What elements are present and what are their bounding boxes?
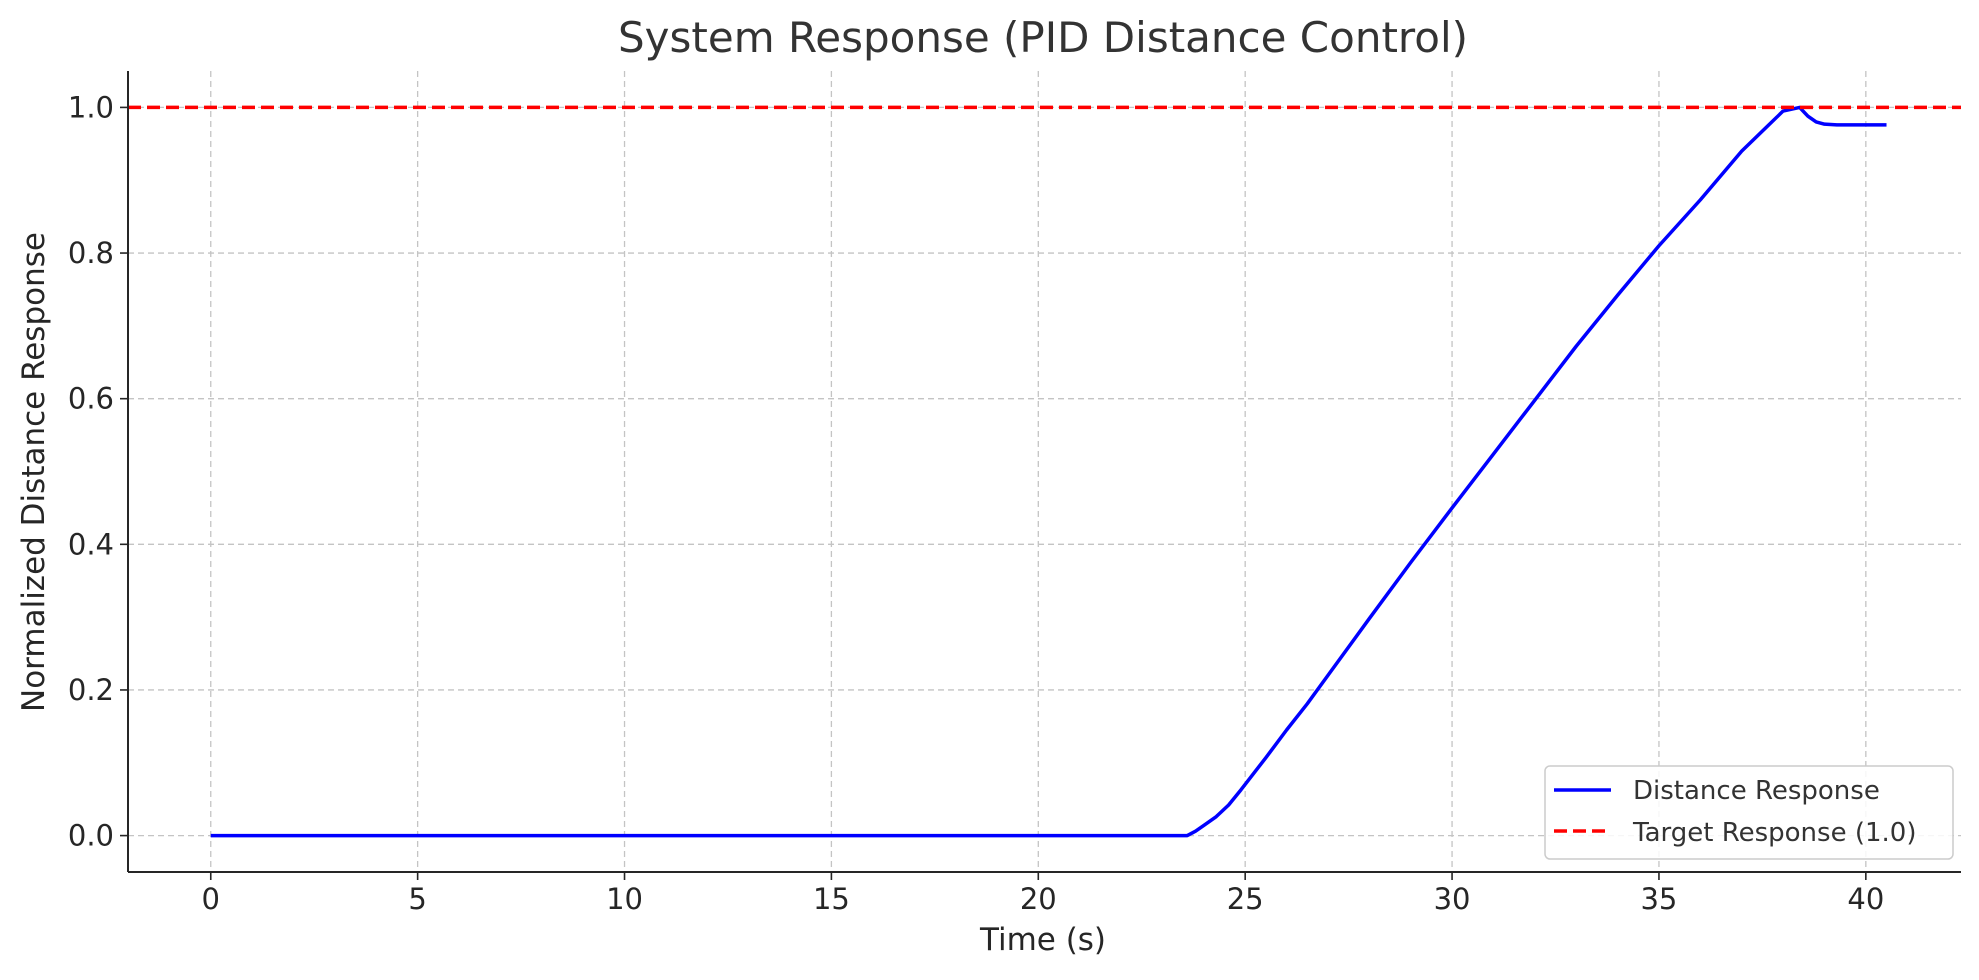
y-axis-label: Normalized Distance Response bbox=[16, 232, 52, 712]
x-tick-label: 30 bbox=[1434, 882, 1471, 916]
plot-area bbox=[128, 105, 1961, 838]
legend-label-target-response: Target Response (1.0) bbox=[1632, 818, 1916, 848]
x-tick-label: 10 bbox=[606, 882, 643, 916]
grid bbox=[128, 71, 1961, 872]
x-tick-label: 15 bbox=[813, 882, 850, 916]
y-tick-label: 0.4 bbox=[68, 527, 114, 561]
x-tick-label: 35 bbox=[1640, 882, 1677, 916]
series-line-distance-response bbox=[210, 105, 1887, 838]
axes bbox=[127, 71, 1961, 873]
x-tick-label: 25 bbox=[1227, 882, 1264, 916]
x-tick-label: 0 bbox=[202, 882, 220, 916]
x-tick-label: 40 bbox=[1847, 882, 1884, 916]
y-tick-label: 0.8 bbox=[68, 236, 114, 270]
ticks: 0 5 10 15 20 25 30 35 40 0.0 0.2 0.4 0.6 0.8 1.0 bbox=[68, 90, 1884, 916]
legend-label-distance-response: Distance Response bbox=[1633, 776, 1880, 806]
legend-box bbox=[1544, 765, 1954, 860]
x-tick-label: 5 bbox=[408, 882, 426, 916]
x-axis-label: Time (s) bbox=[979, 922, 1106, 958]
chart-title: System Response (PID Distance Control) bbox=[618, 13, 1468, 62]
legend: Distance Response Target Response (1.0) bbox=[1544, 765, 1954, 860]
y-tick-label: 0.2 bbox=[68, 673, 114, 707]
y-tick-label: 0.6 bbox=[68, 382, 114, 416]
y-tick-label: 0.0 bbox=[68, 819, 114, 853]
y-tick-label: 1.0 bbox=[68, 90, 114, 124]
x-tick-label: 20 bbox=[1020, 882, 1057, 916]
